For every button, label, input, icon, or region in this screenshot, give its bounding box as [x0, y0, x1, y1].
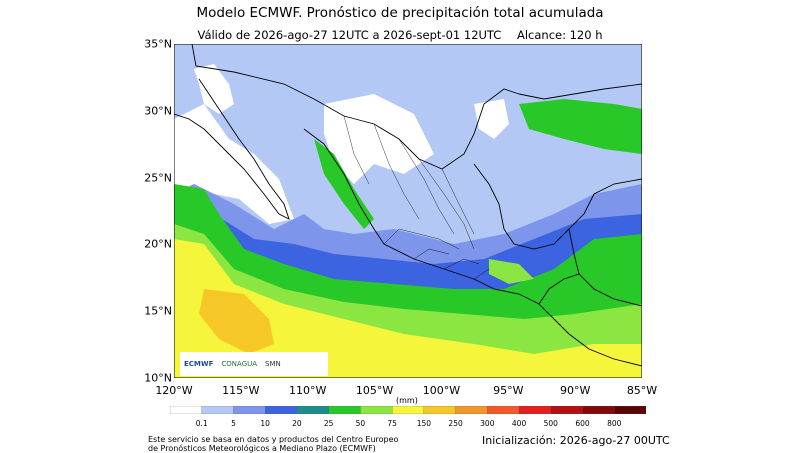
colorbar-swatch: [582, 406, 615, 414]
colorbar-swatch: [614, 406, 646, 414]
longitude-label: 85°W: [626, 384, 658, 397]
latitude-label: 30°N: [144, 104, 172, 118]
longitude-label: 120°W: [155, 384, 193, 397]
state-borders: [343, 115, 490, 280]
precip-band-75mm: [174, 239, 642, 378]
dry-area-northwest: [194, 64, 234, 114]
map-subtitle: Válido de 2026-ago-27 12UTC a 2026-sept-…: [0, 28, 800, 42]
longitude-label: 95°W: [493, 384, 524, 397]
dry-area-north: [324, 94, 434, 184]
valid-period: Válido de 2026-ago-27 12UTC a 2026-sept-…: [197, 28, 502, 42]
ecmwf-logo: ECMWF: [184, 360, 214, 368]
colorbar-swatch: [455, 406, 488, 414]
colorbar-swatch: [170, 406, 203, 414]
colorbar-tick-label: 10: [260, 419, 270, 428]
colorbar-swatch: [518, 406, 552, 414]
forecast-range: Alcance: 120 h: [516, 28, 603, 42]
map-title: Modelo ECMWF. Pronóstico de precipitació…: [196, 5, 604, 21]
smn-logo: SMN: [265, 360, 281, 368]
precipitation-map: [174, 44, 642, 378]
longitude-label: 115°W: [222, 384, 260, 397]
conagua-logo: CONAGUA: [221, 360, 258, 368]
colorbar-tick-label: 400: [511, 419, 527, 428]
initialization-time: Inicialización: 2026-ago-27 00UTC: [482, 434, 670, 447]
colorbar-unit: (mm): [396, 396, 418, 405]
colorbar-tick-label: 25: [323, 419, 334, 428]
precip-band-150mm: [199, 289, 274, 354]
latitude-label: 35°N: [144, 37, 172, 51]
colorbar-tick-label: 300: [480, 419, 495, 428]
colorbar-tick-label: 20: [292, 419, 302, 428]
logo-strip: ECMWF CONAGUA SMN: [180, 352, 328, 376]
colorbar-tick-label: 600: [575, 419, 590, 428]
colorbar-tick-label: 500: [543, 419, 558, 428]
colorbar-swatch: [328, 406, 362, 414]
colorbar-swatch: [296, 406, 330, 414]
colorbar-tick-label: 0.1: [195, 419, 208, 428]
latitude-label: 15°N: [144, 304, 172, 318]
data-source-note: Este servicio se basa en datos y product…: [148, 435, 398, 453]
colorbar-swatch: [360, 406, 393, 414]
colorbar-tick-label: 150: [416, 419, 432, 428]
note-line-2: de Pronósticos Meteorológicos a Mediano …: [148, 444, 376, 453]
longitude-label: 105°W: [355, 384, 394, 397]
colorbar-tick-label: 250: [448, 419, 463, 428]
colorbar-tick-label: 75: [387, 419, 397, 428]
colorbar-swatch: [550, 406, 584, 414]
precip-coastal-streak: [314, 139, 374, 229]
colorbar-swatch: [423, 406, 457, 414]
colorbar-tick-label: 50: [355, 419, 366, 428]
colorbar-swatch: [391, 406, 425, 414]
latitude-label: 20°N: [144, 237, 172, 251]
colorbar-swatch: [265, 406, 298, 414]
precip-chiapas-patch: [489, 259, 534, 284]
colorbar-tick-label: 800: [607, 419, 622, 428]
longitude-label: 110°W: [289, 384, 327, 397]
colorbar-swatch: [233, 406, 266, 414]
colorbar-swatch: [201, 406, 235, 414]
colorbar-tick-label: 5: [231, 419, 236, 428]
longitude-label: 90°W: [559, 384, 591, 397]
precip-gulf-band: [519, 99, 642, 154]
longitude-label: 100°W: [422, 384, 461, 397]
note-line-1: Este servicio se basa en datos y product…: [148, 435, 399, 444]
latitude-label: 10°N: [144, 371, 172, 385]
latitude-label: 25°N: [144, 171, 172, 185]
colorbar-swatch: [487, 406, 520, 414]
colorbar: [170, 406, 646, 414]
